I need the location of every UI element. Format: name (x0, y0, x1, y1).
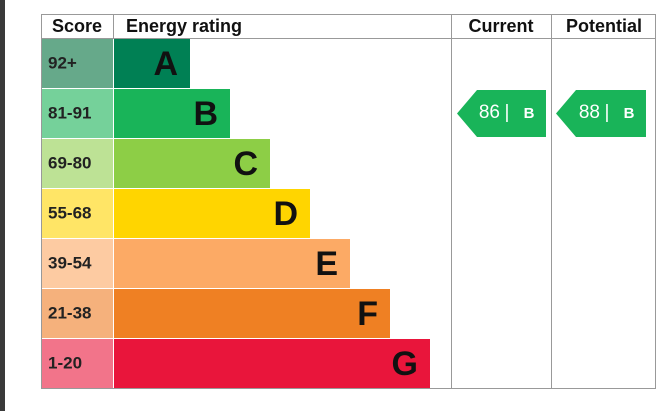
score-range: 39-54 (48, 253, 92, 272)
rating-letter: F (357, 295, 378, 333)
potential-score: 88 (579, 102, 600, 123)
potential-rating: B (624, 105, 635, 122)
score-range: 1-20 (48, 353, 82, 372)
potential-arrow (556, 90, 646, 137)
separator: | (505, 102, 510, 123)
rating-letter: A (153, 45, 178, 83)
score-cell (42, 39, 113, 88)
score-cell (42, 139, 113, 188)
score-cell (42, 189, 113, 238)
score-cell (42, 239, 113, 288)
rating-letter: C (233, 145, 258, 183)
header-potential: Potential (566, 16, 642, 36)
rating-bar (114, 339, 430, 388)
header-current: Current (468, 16, 533, 36)
rating-letter: D (273, 195, 298, 233)
rating-bar (114, 89, 230, 138)
separator: | (605, 102, 610, 123)
rating-bar (114, 289, 390, 338)
rating-bar (114, 239, 350, 288)
current-rating: B (524, 105, 535, 122)
score-cell (42, 89, 113, 138)
score-range: 69-80 (48, 153, 91, 172)
left-edge (0, 0, 5, 411)
header-energy-rating: Energy rating (126, 16, 242, 36)
score-range: 55-68 (48, 203, 91, 222)
rating-letter: B (193, 95, 218, 133)
score-range: 21-38 (48, 303, 91, 322)
rating-letter: G (392, 345, 418, 383)
current-score: 86 (479, 102, 500, 123)
current-arrow (457, 90, 546, 137)
rating-bar (114, 189, 310, 238)
rating-bar (114, 139, 270, 188)
score-cell (42, 289, 113, 338)
rating-bar (114, 39, 190, 88)
header-score: Score (52, 16, 102, 36)
score-range: 81-91 (48, 103, 91, 122)
table-frame (41, 14, 656, 389)
rating-letter: E (315, 245, 338, 283)
score-range: 92+ (48, 53, 77, 72)
score-cell (42, 339, 113, 388)
